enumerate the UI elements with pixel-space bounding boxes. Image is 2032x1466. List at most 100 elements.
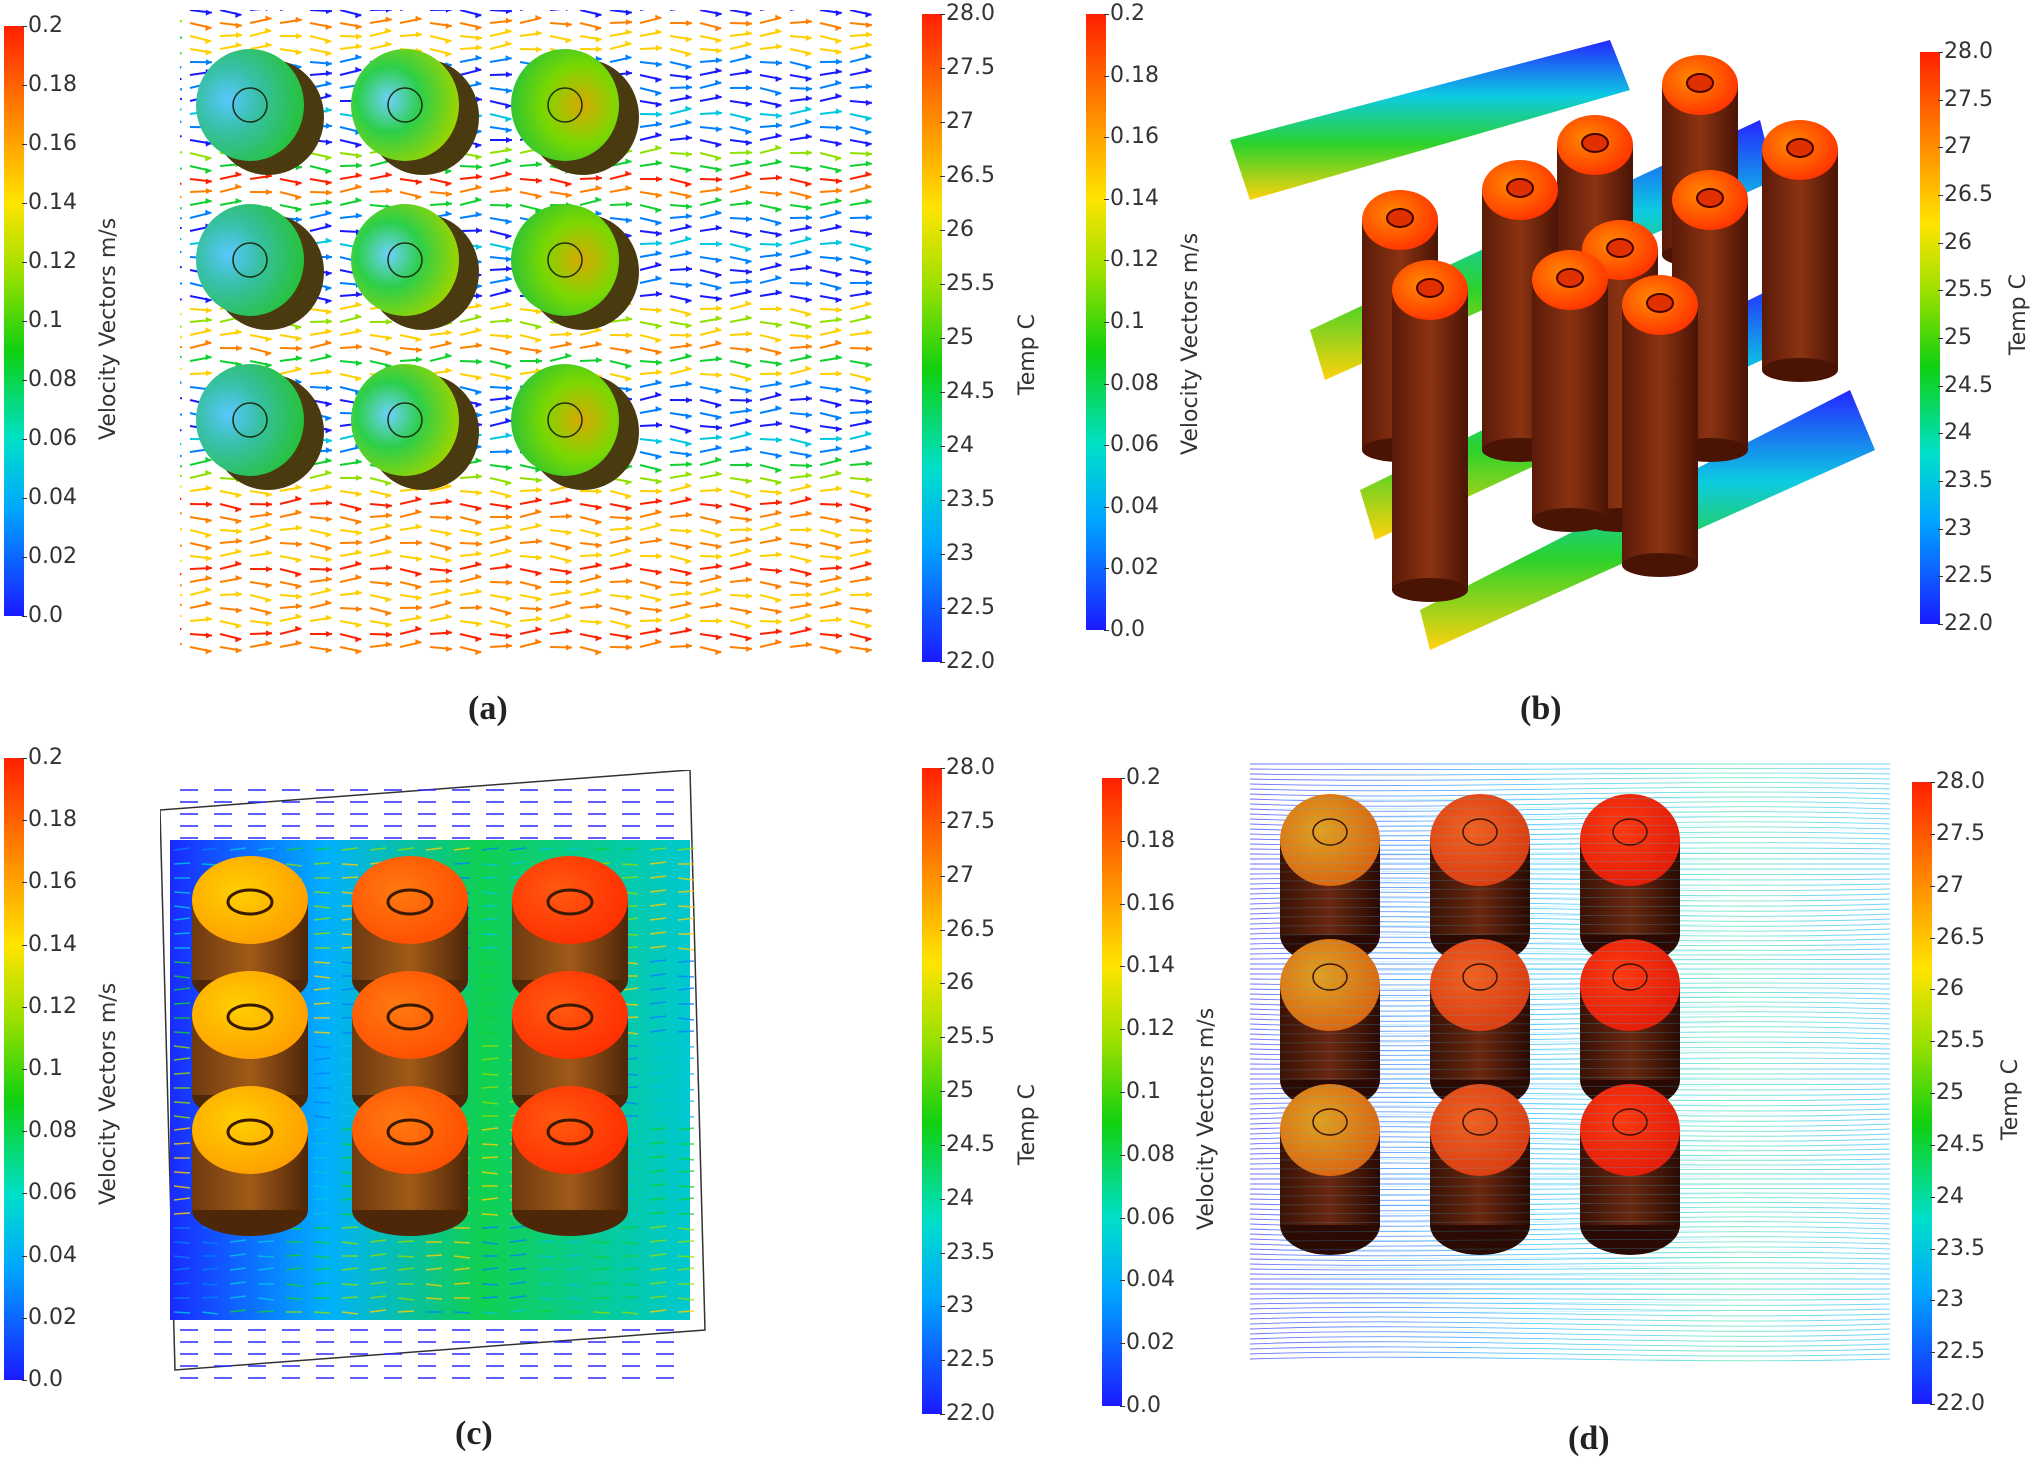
arrow-head	[325, 38, 332, 45]
arrow-head	[745, 278, 752, 285]
arrow-head	[355, 343, 362, 350]
legend-tick-label: 0.14	[22, 190, 77, 215]
streamline	[1279, 824, 1721, 828]
arrow-head	[835, 616, 842, 623]
arrow-head	[180, 196, 182, 198]
arrow-head	[180, 226, 182, 229]
velocity-colorbar	[1102, 778, 1122, 1406]
velocity-arrow	[677, 1057, 695, 1061]
legend-tick-label: 0.12	[22, 993, 77, 1019]
arrow-head	[715, 573, 722, 580]
arrow-head	[355, 560, 362, 567]
velocity-arrow	[649, 1225, 667, 1229]
legend-tick-label: 0.14	[22, 931, 77, 957]
velocity-arrow	[509, 1253, 527, 1257]
arrow-head	[565, 497, 572, 504]
velocity-arrow	[257, 1297, 275, 1301]
velocity-arrow	[509, 847, 527, 851]
velocity-arrow	[649, 973, 667, 977]
arrow-head	[805, 427, 812, 434]
arrow-head	[385, 187, 392, 194]
arrow-head	[865, 575, 872, 582]
velocity-arrow	[677, 905, 695, 908]
velocity-arrow	[313, 1267, 331, 1271]
arrow-head	[655, 61, 662, 68]
cylinder-top	[192, 856, 308, 944]
velocity-arrow	[397, 1310, 415, 1313]
arrow-head	[715, 186, 722, 193]
arrow-head	[835, 555, 842, 562]
cylinder-top	[196, 364, 304, 476]
arrow-head	[805, 641, 812, 648]
vector-field-top-view	[180, 10, 873, 656]
velocity-arrow	[649, 903, 667, 907]
arrow-head	[505, 394, 512, 401]
arrow-head	[535, 615, 542, 622]
arrow-head	[180, 52, 182, 55]
arrow-head	[205, 648, 212, 655]
velocity-arrow	[509, 1225, 527, 1229]
velocity-arrow	[621, 1226, 639, 1229]
arrow-head	[685, 193, 692, 200]
arrow-head	[805, 296, 812, 303]
velocity-arrow	[369, 1309, 387, 1313]
arrow-head	[745, 330, 752, 337]
velocity-arrow	[537, 1255, 555, 1258]
arrow-head	[385, 631, 392, 638]
arrow-head	[716, 241, 722, 248]
arrow-head	[385, 512, 392, 519]
streamline	[1279, 1148, 1721, 1152]
velocity-arrow	[313, 961, 331, 964]
panel-label-b: (b)	[1520, 690, 1562, 727]
arrow-head	[295, 355, 302, 362]
legend-tick-label: 25	[1938, 325, 1972, 350]
arrow-head	[775, 274, 782, 281]
arrow-head	[865, 460, 872, 467]
velocity-arrow	[649, 1267, 667, 1271]
cylinder-body	[1622, 305, 1698, 565]
arrow-head	[655, 307, 662, 314]
velocity-arrow	[481, 1101, 499, 1105]
arrow-head	[685, 528, 692, 535]
arrow-head	[595, 341, 602, 348]
velocity-arrow	[341, 1296, 359, 1299]
legend-tick-label: 0.1	[1104, 309, 1145, 334]
legend-tick-label: 0.08	[22, 367, 77, 392]
velocity-arrow	[649, 931, 667, 935]
arrow-head	[535, 466, 542, 473]
arrow-head	[325, 385, 332, 392]
arrow-head	[205, 209, 212, 216]
velocity-arrow	[313, 1115, 331, 1119]
velocity-arrow	[481, 1213, 499, 1216]
arrow-head	[655, 422, 662, 429]
arrow-head	[595, 519, 602, 526]
arrow-head	[625, 54, 632, 61]
arrow-head	[505, 595, 512, 602]
legend-tick-label: 0.2	[22, 13, 63, 38]
cylinder-terminal	[387, 402, 423, 438]
arrow-head	[655, 28, 662, 35]
velocity-arrow	[509, 1295, 527, 1299]
arrow-head	[745, 461, 752, 468]
velocity-arrow	[453, 1282, 471, 1285]
arrow-head	[565, 21, 572, 28]
arrow-head	[685, 51, 692, 58]
arrow-head	[325, 237, 332, 244]
velocity-arrow	[180, 120, 182, 123]
velocity-arrow	[180, 627, 182, 631]
arrow-head	[835, 370, 842, 377]
arrow-head	[505, 385, 512, 392]
arrow-head	[535, 496, 542, 503]
arrow-head	[180, 135, 182, 137]
arrow-head	[625, 332, 632, 339]
arrow-head	[565, 569, 572, 576]
legend-tick-label: 0.1	[22, 308, 63, 333]
legend-tick-label: 24.5	[1930, 1131, 1985, 1157]
arrow-head	[565, 558, 572, 565]
velocity-arrow	[565, 1267, 583, 1271]
arrow-head	[355, 375, 362, 382]
cylinder-base	[1622, 553, 1698, 577]
arrow-head	[865, 376, 872, 383]
arrow-head	[385, 492, 392, 499]
arrow-head	[205, 469, 212, 476]
